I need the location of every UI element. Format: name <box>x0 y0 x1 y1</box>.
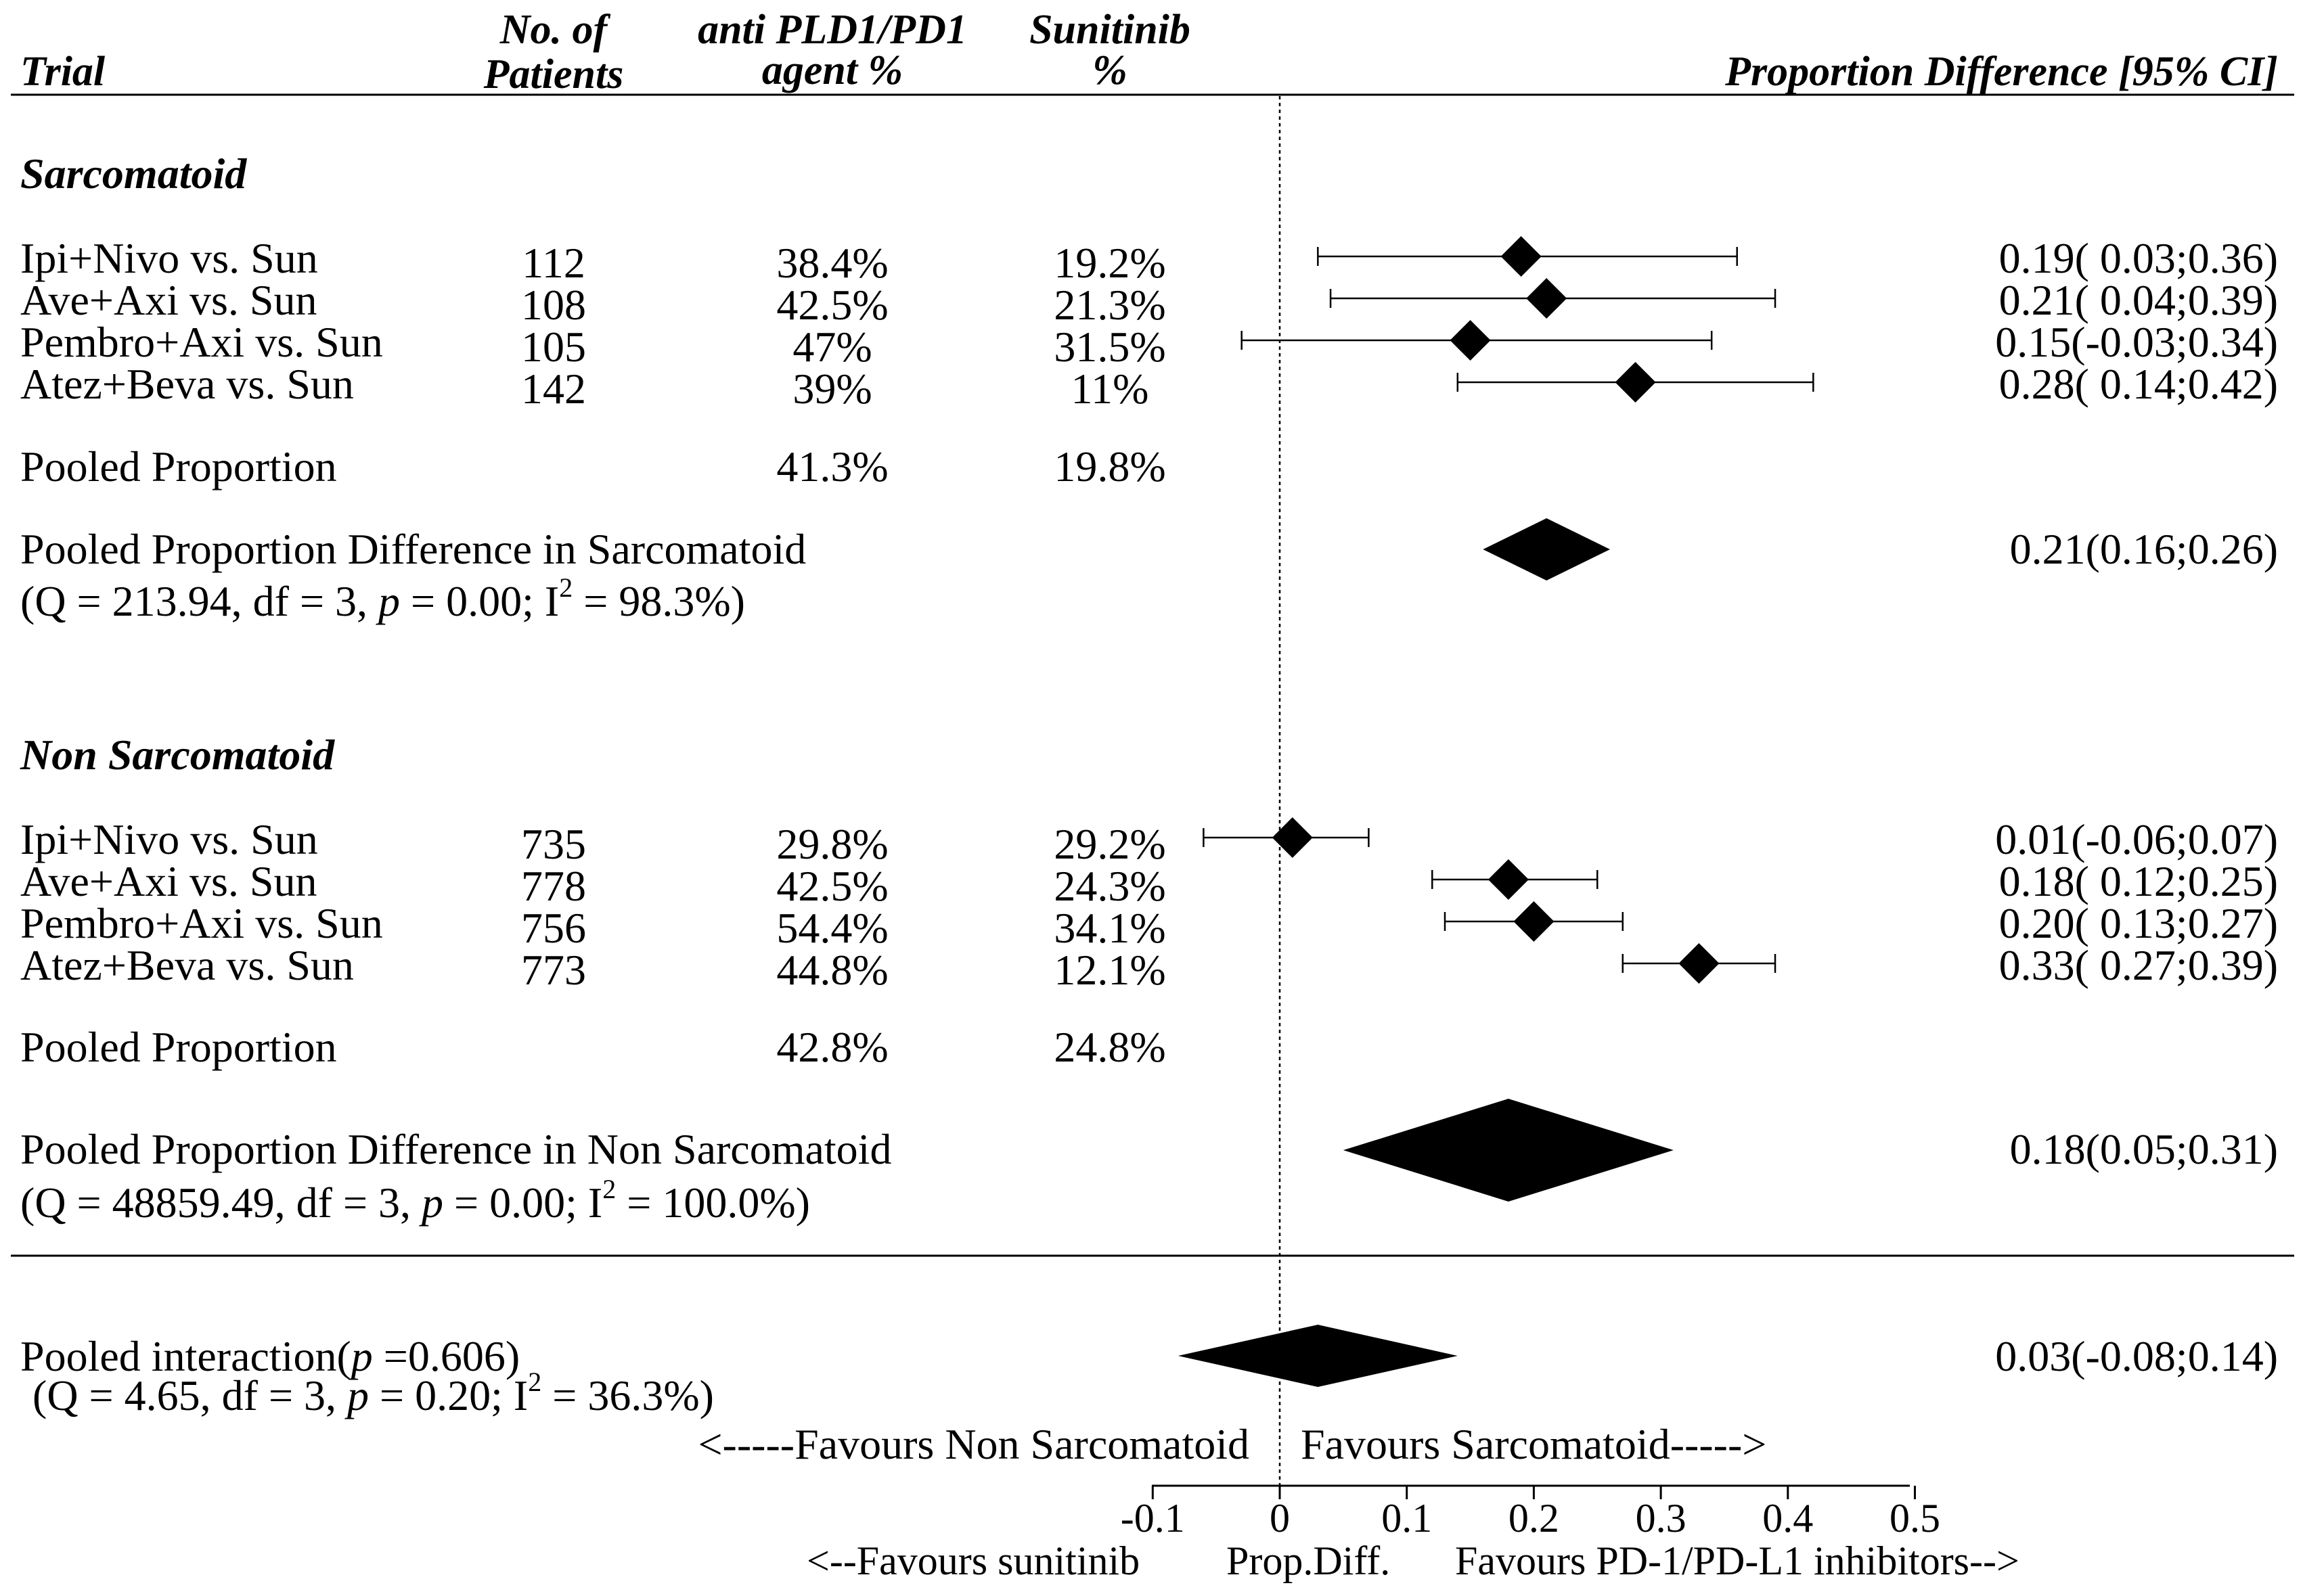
pooled-diff-ci-text: 0.18(0.05;0.31) <box>2010 1125 2278 1173</box>
interaction-ci-text: 0.03(-0.08;0.14) <box>1995 1332 2278 1380</box>
study-agent-pct: 44.8% <box>776 946 888 994</box>
study-n: 756 <box>521 904 586 952</box>
header-sunitinib-line1: Sunitinib <box>1029 7 1190 53</box>
pooled-diff-stats: (Q = 213.94, df = 3, p = 0.00; I2 = 98.3… <box>20 572 745 625</box>
study-label: Ave+Axi vs. Sun <box>20 857 317 905</box>
study-n: 778 <box>521 862 586 910</box>
study-label: Ipi+Nivo vs. Sun <box>20 234 318 282</box>
point-estimate-diamond <box>1513 901 1555 942</box>
study-ci-text: 0.15(-0.03;0.34) <box>1995 318 2278 366</box>
study-sun-pct: 19.2% <box>1054 239 1165 287</box>
favours-non-sarcomatoid-label: <-----Favours Non Sarcomatoid <box>698 1420 1249 1468</box>
study-ci-text: 0.33( 0.27;0.39) <box>1999 941 2278 989</box>
pooled-diamond-non-sarcomatoid <box>1343 1099 1674 1202</box>
study-n: 105 <box>521 323 586 371</box>
study-label: Pembro+Axi vs. Sun <box>20 899 383 947</box>
point-estimate-diamond <box>1450 320 1491 361</box>
pooled-proportion-label: Pooled Proportion <box>20 442 337 491</box>
header-sunitinib-line2: % <box>1092 47 1127 93</box>
study-ci-text: 0.20( 0.13;0.27) <box>1999 899 2278 947</box>
pooled-diff-ci-text: 0.21(0.16;0.26) <box>2010 525 2278 573</box>
study-agent-pct: 47% <box>792 323 872 371</box>
pooled-diamond-interaction <box>1178 1325 1458 1387</box>
study-sun-pct: 11% <box>1071 365 1149 413</box>
pooled-diff-label: Pooled Proportion Difference in Sarcomat… <box>20 525 806 573</box>
study-agent-pct: 39% <box>792 365 872 413</box>
study-agent-pct: 54.4% <box>776 904 888 952</box>
header-patients-line2: Patients <box>483 51 624 97</box>
pooled-diff-stats: (Q = 48859.49, df = 3, p = 0.00; I2 = 10… <box>20 1174 810 1227</box>
study-n: 142 <box>521 365 586 413</box>
interaction-stats: (Q = 4.65, df = 3, p = 0.20; I2 = 36.3%) <box>32 1367 714 1419</box>
point-estimate-diamond <box>1678 943 1720 984</box>
interaction-label: Pooled interaction(p =0.606) <box>20 1332 520 1380</box>
header-agent-line2: agent % <box>762 47 903 93</box>
point-estimate-diamond <box>1272 817 1313 858</box>
study-sun-pct: 12.1% <box>1054 946 1165 994</box>
header-trial: Trial <box>20 49 106 95</box>
pooled-proportion-agent: 42.8% <box>776 1023 888 1071</box>
study-n: 773 <box>521 946 586 994</box>
x-tick-label: 0.1 <box>1381 1496 1432 1541</box>
study-n: 112 <box>522 239 585 287</box>
section-title-non-sarcomatoid: Non Sarcomatoid <box>20 731 335 779</box>
study-sun-pct: 29.2% <box>1054 820 1165 868</box>
pooled-diff-label: Pooled Proportion Difference in Non Sarc… <box>20 1125 891 1173</box>
study-sun-pct: 34.1% <box>1054 904 1165 952</box>
point-estimate-diamond <box>1488 859 1529 900</box>
study-sun-pct: 21.3% <box>1054 281 1165 329</box>
study-label: Atez+Beva vs. Sun <box>20 941 354 989</box>
study-label: Pembro+Axi vs. Sun <box>20 318 383 366</box>
study-sun-pct: 24.3% <box>1054 862 1165 910</box>
header-ci: Proportion Difference [95% CI] <box>1724 49 2278 95</box>
study-label: Atez+Beva vs. Sun <box>20 360 354 408</box>
study-n: 735 <box>521 820 586 868</box>
study-label: Ave+Axi vs. Sun <box>20 276 317 324</box>
x-tick-label: -0.1 <box>1121 1496 1185 1541</box>
study-agent-pct: 38.4% <box>776 239 888 287</box>
header-patients-line1: No. of <box>499 7 611 53</box>
study-sun-pct: 31.5% <box>1054 323 1165 371</box>
pooled-proportion-sun: 24.8% <box>1054 1023 1165 1071</box>
section-title-sarcomatoid: Sarcomatoid <box>20 150 247 198</box>
x-tick-label: 0.2 <box>1508 1496 1559 1541</box>
point-estimate-diamond <box>1526 278 1567 319</box>
study-ci-text: 0.18( 0.12;0.25) <box>1999 857 2278 905</box>
header-agent-line1: anti PLD1/PD1 <box>698 7 967 53</box>
point-estimate-diamond <box>1500 236 1542 277</box>
study-ci-text: 0.01(-0.06;0.07) <box>1995 815 2278 863</box>
x-tick-label: 0.5 <box>1890 1496 1940 1541</box>
x-tick-label: 0 <box>1270 1496 1290 1541</box>
study-ci-text: 0.28( 0.14;0.42) <box>1999 360 2278 408</box>
pooled-diamond-sarcomatoid <box>1483 518 1611 580</box>
x-axis-label-mid: Prop.Diff. <box>1226 1538 1390 1583</box>
study-n: 108 <box>521 281 586 329</box>
pooled-proportion-sun: 19.8% <box>1054 442 1165 491</box>
study-ci-text: 0.21( 0.04;0.39) <box>1999 276 2278 324</box>
x-tick-label: 0.4 <box>1762 1496 1813 1541</box>
point-estimate-diamond <box>1615 362 1656 403</box>
x-tick-label: 0.3 <box>1636 1496 1686 1541</box>
x-axis-label-left: <--Favours sunitinib <box>807 1538 1140 1583</box>
x-axis-label-right: Favours PD-1/PD-L1 inhibitors--> <box>1455 1538 2019 1583</box>
study-agent-pct: 42.5% <box>776 862 888 910</box>
study-agent-pct: 29.8% <box>776 820 888 868</box>
pooled-proportion-agent: 41.3% <box>776 442 888 491</box>
favours-sarcomatoid-label: Favours Sarcomatoid-----> <box>1301 1420 1766 1468</box>
study-agent-pct: 42.5% <box>776 281 888 329</box>
study-label: Ipi+Nivo vs. Sun <box>20 815 318 863</box>
study-ci-text: 0.19( 0.03;0.36) <box>1999 234 2278 282</box>
pooled-proportion-label: Pooled Proportion <box>20 1023 337 1071</box>
